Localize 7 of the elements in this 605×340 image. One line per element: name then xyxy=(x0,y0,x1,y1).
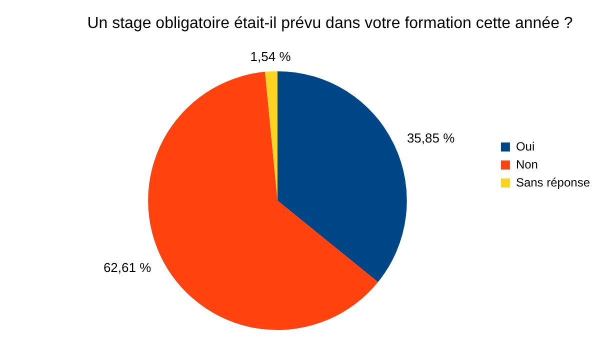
data-label: 35,85 % xyxy=(406,130,456,146)
data-label: 1,54 % xyxy=(250,48,292,64)
legend-label: Sans réponse xyxy=(516,175,590,190)
chart-title: Un stage obligatoire était-il prévu dans votre formation cette année ? xyxy=(87,15,573,32)
legend-label: Oui xyxy=(516,139,535,154)
data-label: 62,61 % xyxy=(103,260,152,276)
legend-label: Non xyxy=(516,157,538,172)
